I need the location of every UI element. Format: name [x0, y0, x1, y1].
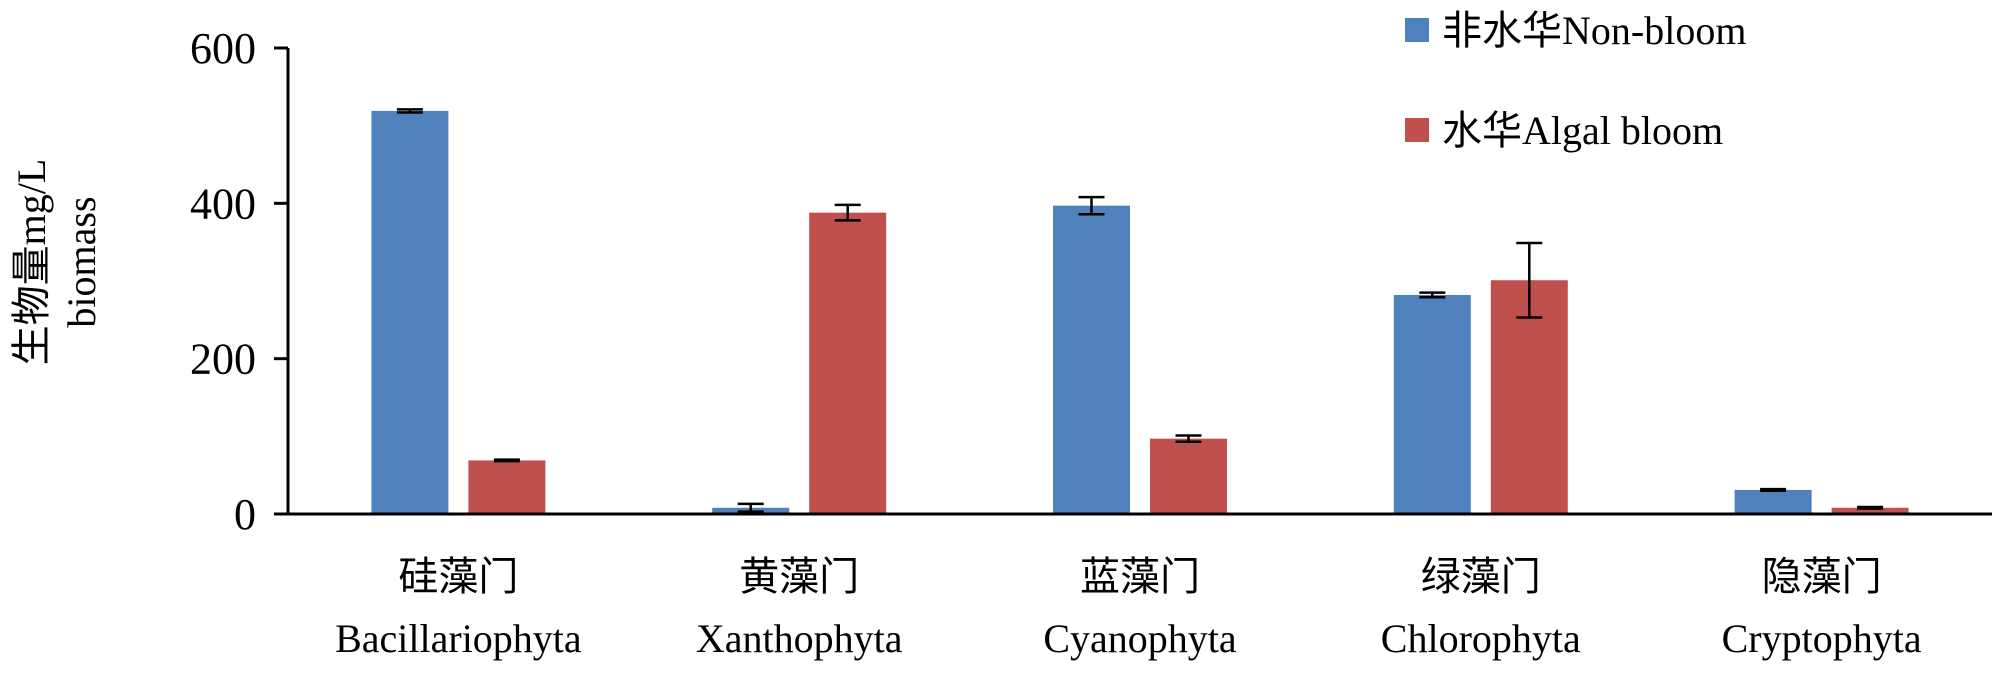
- x-category-label-en: Bacillariophyta: [335, 616, 582, 661]
- x-category-label-zh: 硅藻门: [398, 554, 518, 599]
- bar: [1150, 438, 1227, 514]
- x-category-label-zh: 绿藻门: [1421, 554, 1541, 599]
- x-category-label-zh: 黄藻门: [739, 554, 859, 599]
- bar: [1053, 205, 1130, 514]
- y-axis-title: 生物量mg/L biomass: [9, 159, 104, 366]
- legend-label: 水华Algal bloom: [1442, 108, 1723, 153]
- y-axis: 0 200 400 600: [190, 24, 290, 539]
- bar: [468, 460, 546, 514]
- bar: [809, 212, 887, 515]
- legend-swatch: [1405, 18, 1429, 42]
- x-category-label-en: Xanthophyta: [696, 616, 903, 661]
- bar: [1393, 294, 1471, 514]
- bar: [1734, 489, 1812, 514]
- bar: [371, 110, 449, 514]
- bar: [1490, 280, 1568, 514]
- y-tick-label: 600: [190, 24, 256, 73]
- x-category-label-zh: 隐藻门: [1762, 554, 1882, 599]
- bar: [1831, 507, 1909, 514]
- x-category-label-en: Chlorophyta: [1381, 616, 1581, 661]
- x-category-label-en: Cryptophyta: [1722, 616, 1922, 661]
- y-tick-label: 0: [234, 490, 256, 539]
- legend-swatch: [1405, 118, 1429, 142]
- y-axis-title-en: biomass: [59, 196, 104, 327]
- y-tick-label: 200: [190, 335, 256, 384]
- y-axis-title-zh: 生物量mg/L: [9, 159, 54, 366]
- x-category-label-en: Cyanophyta: [1043, 616, 1237, 661]
- legend-label: 非水华Non-bloom: [1442, 8, 1746, 53]
- x-axis: 硅藻门 Bacillariophyta 黄藻门 Xanthophyta 蓝藻门 Cyano…: [288, 512, 1992, 661]
- bars: [371, 108, 1909, 515]
- legend: 非水华Non-bloom 水华Algal bloom: [1405, 8, 1746, 153]
- y-tick-label: 400: [190, 179, 256, 228]
- x-category-label-zh: 蓝藻门: [1080, 554, 1200, 599]
